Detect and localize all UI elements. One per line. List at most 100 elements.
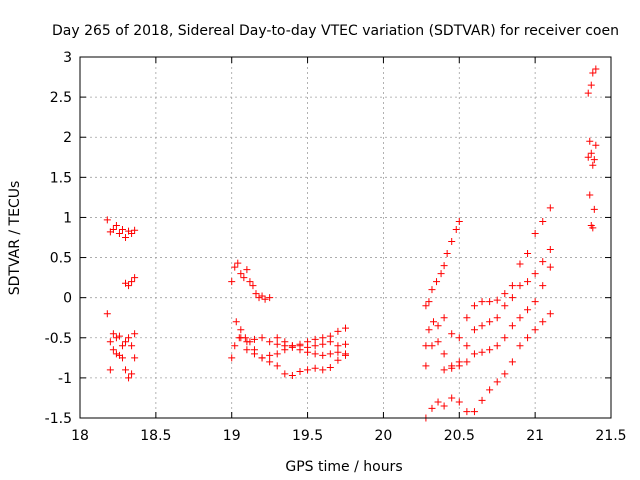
series-track-c-21h bbox=[586, 191, 598, 232]
series-track-e-19h bbox=[273, 334, 349, 359]
data-point bbox=[463, 408, 471, 416]
series-track-d-19h bbox=[235, 334, 349, 379]
data-point bbox=[311, 335, 319, 343]
data-point bbox=[546, 310, 554, 318]
y-tick-label: 2.5 bbox=[50, 90, 72, 106]
data-point bbox=[319, 334, 327, 342]
data-point bbox=[524, 278, 532, 286]
data-point bbox=[128, 370, 136, 378]
data-point bbox=[455, 334, 463, 342]
data-point bbox=[109, 346, 117, 354]
data-point bbox=[112, 334, 120, 342]
x-tick-label: 21 bbox=[526, 428, 544, 444]
data-point bbox=[440, 262, 448, 270]
data-point bbox=[508, 358, 516, 366]
data-point bbox=[437, 270, 445, 278]
data-points bbox=[103, 65, 600, 422]
data-point bbox=[311, 342, 319, 350]
data-point bbox=[131, 330, 139, 338]
data-point bbox=[531, 229, 539, 237]
data-point bbox=[587, 149, 595, 157]
data-point bbox=[235, 334, 243, 342]
data-point bbox=[470, 408, 478, 416]
data-point bbox=[304, 366, 312, 374]
data-point bbox=[249, 282, 257, 290]
data-point bbox=[266, 358, 274, 366]
data-point bbox=[493, 314, 501, 322]
data-point bbox=[478, 322, 486, 330]
data-point bbox=[273, 334, 281, 342]
data-point bbox=[501, 334, 509, 342]
y-tick-label: 0 bbox=[63, 291, 72, 307]
x-axis-label: GPS time / hours bbox=[285, 459, 402, 475]
y-tick-label: -0.5 bbox=[45, 331, 72, 347]
data-point bbox=[531, 270, 539, 278]
data-point bbox=[425, 326, 433, 334]
y-tick-label: 1.5 bbox=[50, 170, 72, 186]
data-point bbox=[103, 310, 111, 318]
data-point bbox=[118, 342, 126, 350]
data-point bbox=[131, 274, 139, 282]
data-point bbox=[319, 366, 327, 374]
chart-title: Day 265 of 2018, Sidereal Day-to-day VTE… bbox=[52, 23, 619, 39]
data-point bbox=[273, 362, 281, 370]
data-point bbox=[440, 402, 448, 410]
data-point bbox=[452, 225, 460, 233]
data-point bbox=[240, 274, 248, 282]
data-point bbox=[470, 326, 478, 334]
data-point bbox=[478, 348, 486, 356]
data-point bbox=[428, 286, 436, 294]
data-point bbox=[266, 338, 274, 346]
data-point bbox=[334, 356, 342, 364]
data-point bbox=[531, 326, 539, 334]
data-point bbox=[243, 346, 251, 354]
x-tick-label: 20.5 bbox=[444, 428, 475, 444]
data-point bbox=[434, 398, 442, 406]
data-point bbox=[131, 226, 139, 234]
data-point bbox=[228, 278, 236, 286]
data-point bbox=[592, 141, 600, 149]
data-point bbox=[486, 298, 494, 306]
data-point bbox=[463, 342, 471, 350]
data-point bbox=[546, 246, 554, 254]
data-point bbox=[516, 260, 524, 268]
data-point bbox=[319, 351, 327, 359]
data-point bbox=[470, 302, 478, 310]
data-point bbox=[103, 216, 111, 224]
data-point bbox=[326, 350, 334, 358]
data-point bbox=[109, 225, 117, 233]
data-point bbox=[250, 335, 258, 343]
data-point bbox=[486, 318, 494, 326]
data-point bbox=[501, 370, 509, 378]
data-point bbox=[546, 263, 554, 271]
data-point bbox=[422, 302, 430, 310]
data-point bbox=[246, 278, 254, 286]
data-point bbox=[486, 346, 494, 354]
data-point bbox=[273, 340, 281, 348]
series-track-c-19h bbox=[231, 334, 349, 362]
data-point bbox=[440, 314, 448, 322]
data-point bbox=[255, 294, 263, 302]
tick-labels: 18 18.5 19 19.5 20 20.5 21 21.5 -1.5 -1 -0.5 0 0.5 1 1… bbox=[45, 50, 627, 444]
data-point bbox=[589, 69, 597, 77]
data-point bbox=[539, 282, 547, 290]
data-point bbox=[508, 294, 516, 302]
data-point bbox=[590, 156, 598, 164]
data-point bbox=[112, 350, 120, 358]
data-point bbox=[524, 306, 532, 314]
data-point bbox=[118, 225, 126, 233]
data-point bbox=[508, 282, 516, 290]
data-point bbox=[266, 294, 274, 302]
data-point bbox=[448, 330, 456, 338]
data-point bbox=[587, 81, 595, 89]
data-point bbox=[501, 290, 509, 298]
data-point bbox=[237, 270, 245, 278]
data-point bbox=[539, 217, 547, 225]
y-tick-label: 3 bbox=[63, 50, 72, 66]
data-point bbox=[106, 366, 114, 374]
data-point bbox=[131, 354, 139, 362]
data-point bbox=[592, 65, 600, 73]
data-point bbox=[258, 292, 266, 300]
data-point bbox=[243, 266, 251, 274]
